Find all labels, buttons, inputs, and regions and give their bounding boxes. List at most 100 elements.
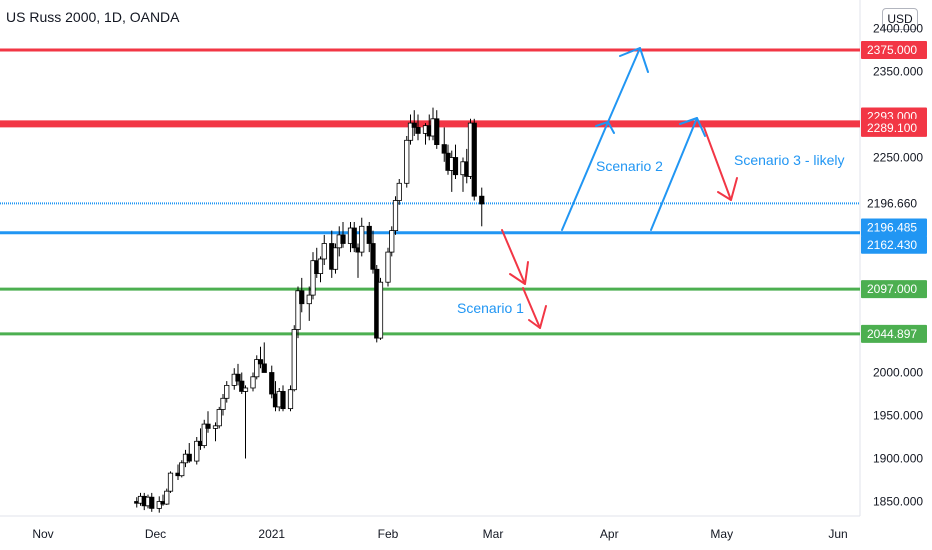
level-label: 2196.660 bbox=[867, 196, 917, 210]
x-tick-label: Jun bbox=[828, 527, 847, 541]
candle-body bbox=[269, 372, 275, 395]
level-label: 2375.000 bbox=[867, 43, 917, 57]
level-label-bg bbox=[861, 235, 927, 254]
x-tick-label: 2021 bbox=[258, 527, 285, 541]
candle-body bbox=[179, 462, 185, 477]
candle-body bbox=[321, 243, 327, 260]
candle-body bbox=[407, 122, 414, 141]
candle-body bbox=[205, 423, 211, 429]
scenario-1-arrow bbox=[501, 229, 526, 285]
candle-body bbox=[242, 387, 249, 392]
candle-body bbox=[377, 281, 384, 339]
candle-body bbox=[164, 490, 170, 505]
candle-body bbox=[351, 227, 357, 249]
candle-body bbox=[317, 258, 324, 275]
candle-body bbox=[235, 373, 241, 382]
y-tick-label: 2250.000 bbox=[873, 151, 923, 165]
candle-body bbox=[287, 389, 294, 410]
chart-title: US Russ 2000, 1D, OANDA bbox=[6, 9, 180, 25]
scenario-3-arrow bbox=[701, 121, 732, 201]
level-label-bg bbox=[861, 280, 927, 299]
candle-body bbox=[310, 260, 316, 296]
level-label-bg bbox=[861, 41, 927, 59]
candle-body bbox=[396, 182, 402, 201]
candle-body bbox=[389, 230, 395, 253]
candle-body bbox=[370, 243, 376, 270]
scenario-arrows bbox=[501, 47, 738, 329]
scenario-2-arrow bbox=[561, 121, 609, 231]
candle-body bbox=[385, 251, 391, 283]
candle-body bbox=[366, 225, 372, 244]
candle-body bbox=[392, 200, 399, 232]
candle-body bbox=[250, 376, 256, 389]
x-tick-label: Feb bbox=[378, 527, 399, 541]
scenario-label: Scenario 3 - likely bbox=[734, 152, 845, 168]
candle-body bbox=[224, 384, 230, 399]
x-tick-label: Nov bbox=[32, 527, 53, 541]
scenario-3-arrowhead bbox=[717, 177, 738, 201]
candles bbox=[134, 107, 485, 513]
y-tick-label: 2350.000 bbox=[873, 65, 923, 79]
candle-body bbox=[194, 440, 200, 462]
level-lines bbox=[0, 48, 860, 336]
candle-body bbox=[295, 290, 301, 330]
y-tick-label: 1900.000 bbox=[873, 452, 923, 466]
scenario-label: Scenario 1 bbox=[457, 300, 524, 316]
candle-body bbox=[404, 139, 410, 184]
candle-body bbox=[434, 118, 440, 146]
y-tick-label: 1850.000 bbox=[873, 495, 923, 509]
candle-body bbox=[452, 157, 459, 176]
candle-body bbox=[239, 380, 245, 392]
candle-body bbox=[411, 122, 417, 128]
candle-body bbox=[415, 127, 421, 134]
candle-body bbox=[291, 329, 297, 391]
level-labels: 2375.0002293.0002289.1002196.6602196.485… bbox=[861, 41, 927, 343]
level-label-bg bbox=[861, 118, 927, 137]
x-tick-label: May bbox=[710, 527, 733, 541]
candle-body bbox=[254, 359, 260, 378]
candle-body bbox=[280, 391, 286, 410]
scenario-1-arrow bbox=[522, 287, 541, 329]
y-tick-label: 2000.000 bbox=[873, 366, 923, 380]
level-label: 2162.430 bbox=[867, 238, 917, 252]
level-label-bg bbox=[861, 218, 927, 237]
candle-body bbox=[471, 122, 477, 197]
candle-body bbox=[479, 195, 485, 205]
candle-body bbox=[201, 423, 207, 447]
candle-body bbox=[306, 294, 312, 305]
currency-button[interactable]: USD bbox=[882, 8, 918, 30]
candle-body bbox=[261, 363, 267, 373]
candle-body bbox=[156, 501, 162, 509]
candle-body bbox=[167, 472, 174, 492]
scenario-2-arrow bbox=[607, 47, 641, 123]
scenario-3-arrowhead bbox=[679, 117, 706, 137]
candle-body bbox=[220, 397, 226, 410]
candle-body bbox=[257, 359, 264, 365]
candle-body bbox=[186, 453, 192, 462]
level-label: 2196.485 bbox=[867, 221, 917, 235]
candle-body bbox=[332, 247, 339, 270]
candle-body bbox=[149, 496, 155, 509]
level-label-bg bbox=[861, 324, 927, 343]
level-label-bg bbox=[861, 194, 927, 213]
scenario-2-arrowhead bbox=[619, 47, 649, 73]
x-tick-label: Dec bbox=[145, 527, 166, 541]
x-tick-label: Apr bbox=[600, 527, 619, 541]
level-label: 2097.000 bbox=[867, 282, 917, 296]
candle-body bbox=[340, 234, 346, 244]
scenario-label: Scenario 2 bbox=[596, 158, 663, 174]
level-label: 2289.100 bbox=[867, 121, 917, 135]
y-tick-label: 1950.000 bbox=[873, 409, 923, 423]
y-tick-label: 2400.000 bbox=[873, 22, 923, 36]
candle-body bbox=[441, 144, 447, 154]
x-tick-label: Mar bbox=[483, 527, 504, 541]
candle-body bbox=[359, 225, 365, 253]
candle-body bbox=[299, 290, 305, 305]
level-label: 2044.897 bbox=[867, 327, 917, 341]
scenario-3-arrow bbox=[650, 117, 698, 231]
candle-body bbox=[212, 425, 219, 429]
candle-body bbox=[216, 409, 222, 427]
scenario-1-arrowhead bbox=[528, 305, 547, 329]
scenario-1-arrowhead bbox=[509, 261, 529, 285]
